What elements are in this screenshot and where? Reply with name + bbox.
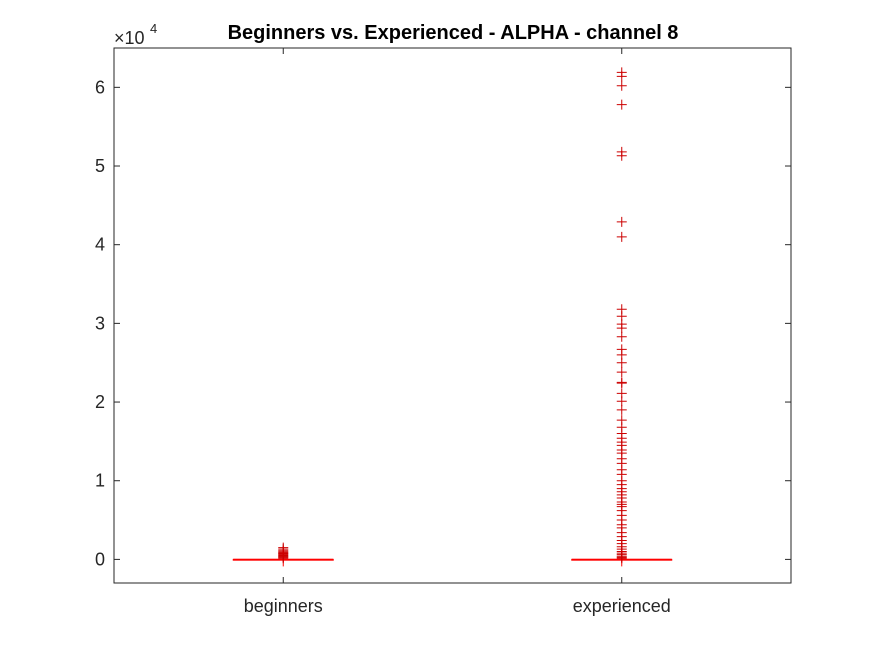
- outlier-marker: [616, 99, 627, 110]
- y-exponent-base: ×10: [114, 28, 145, 48]
- outlier-marker: [616, 378, 627, 389]
- outlier-marker: [616, 231, 627, 242]
- outlier-marker: [616, 396, 627, 407]
- y-tick-label: 3: [95, 313, 105, 333]
- x-tick-label: experienced: [573, 596, 671, 616]
- outlier-marker: [616, 367, 627, 378]
- y-axis-ticks: 0 1 2 3 4 5 6: [95, 77, 791, 569]
- x-axis-ticks: beginners experienced: [244, 48, 671, 616]
- outlier-marker: [616, 357, 627, 368]
- y-tick-label: 1: [95, 471, 105, 491]
- outlier-marker: [616, 216, 627, 227]
- outlier-marker: [616, 331, 627, 342]
- outlier-marker: [278, 542, 289, 553]
- chart-title: Beginners vs. Experienced - ALPHA - chan…: [228, 22, 679, 44]
- outlier-marker: [616, 71, 627, 82]
- y-tick-label: 4: [95, 235, 105, 255]
- y-tick-label: 5: [95, 156, 105, 176]
- y-tick-label: 2: [95, 392, 105, 412]
- outlier-marker: [616, 404, 627, 415]
- outlier-marker: [616, 80, 627, 91]
- y-exponent-power: 4: [150, 21, 157, 36]
- outlier-series: [278, 67, 627, 564]
- outlier-marker: [616, 553, 627, 564]
- plot-area: [113, 47, 792, 584]
- y-tick-label: 0: [95, 549, 105, 569]
- outlier-marker: [616, 150, 627, 161]
- y-tick-label: 6: [95, 77, 105, 97]
- outlier-marker: [616, 323, 627, 334]
- x-tick-label: beginners: [244, 596, 323, 616]
